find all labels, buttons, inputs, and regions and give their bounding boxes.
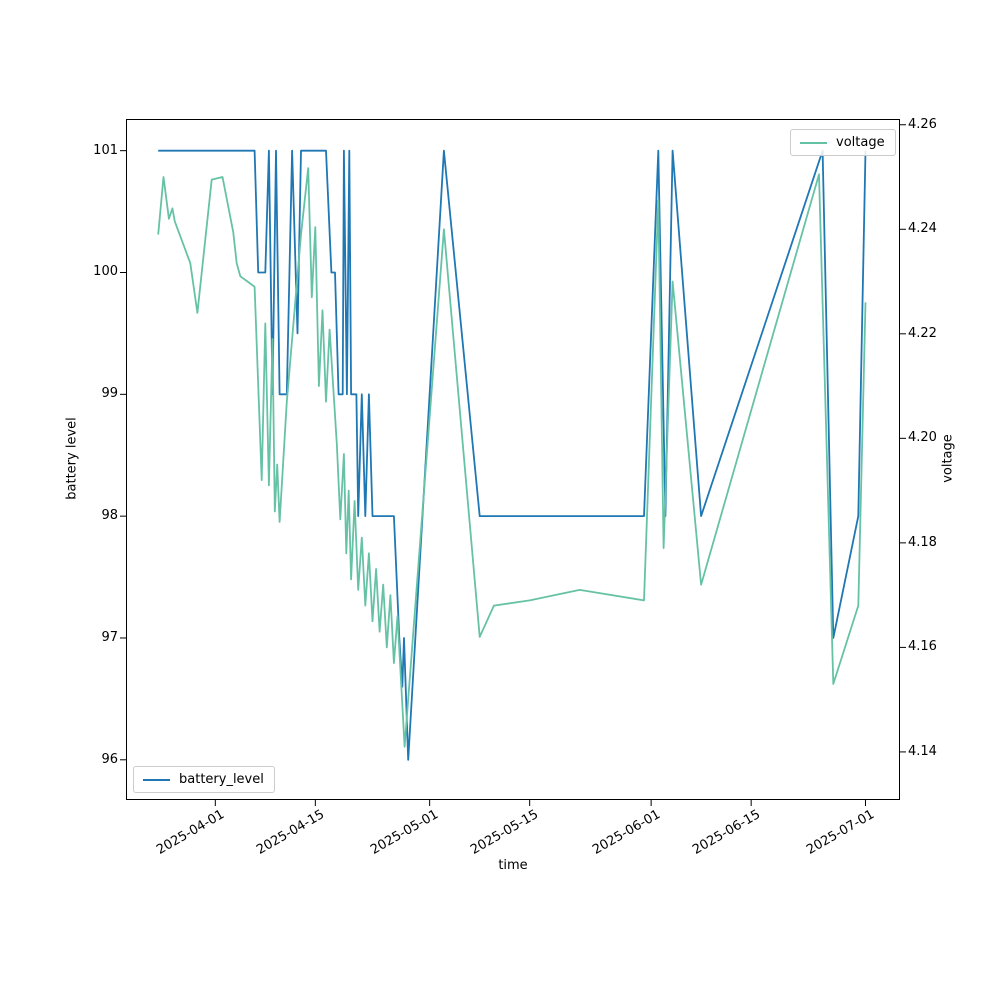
- y-right-tick-label: 4.26: [908, 116, 937, 132]
- y-axis-title-right: voltage: [940, 434, 956, 483]
- voltage-legend-line-icon: [800, 141, 827, 144]
- voltage-line: [157, 167, 867, 748]
- y-right-tick-label: 4.24: [908, 221, 937, 237]
- y-right-tick-label: 4.20: [908, 430, 937, 446]
- legend-voltage: voltage: [790, 129, 896, 156]
- legend-voltage-label: voltage: [836, 135, 885, 150]
- y-left-tick-label: 101: [93, 142, 118, 158]
- battery-legend-line-icon: [143, 778, 170, 781]
- y-left-tick-label: 99: [101, 386, 118, 402]
- y-left-tick-label: 96: [101, 751, 118, 767]
- x-axis-title: time: [498, 858, 528, 873]
- y-left-tick-label: 98: [101, 508, 118, 524]
- plot-frame: [126, 119, 900, 800]
- y-right-tick-label: 4.18: [908, 534, 937, 550]
- y-axis-title-left: battery level: [64, 417, 80, 500]
- legend-battery-level: battery_level: [133, 766, 275, 793]
- y-left-tick-label: 97: [101, 629, 118, 645]
- battery_level-line: [158, 149, 867, 761]
- y-right-tick-label: 4.14: [908, 743, 937, 759]
- y-left-tick-label: 100: [93, 264, 118, 280]
- y-right-tick-label: 4.16: [908, 639, 937, 655]
- legend-battery-label: battery_level: [179, 772, 264, 787]
- y-right-tick-label: 4.22: [908, 325, 937, 341]
